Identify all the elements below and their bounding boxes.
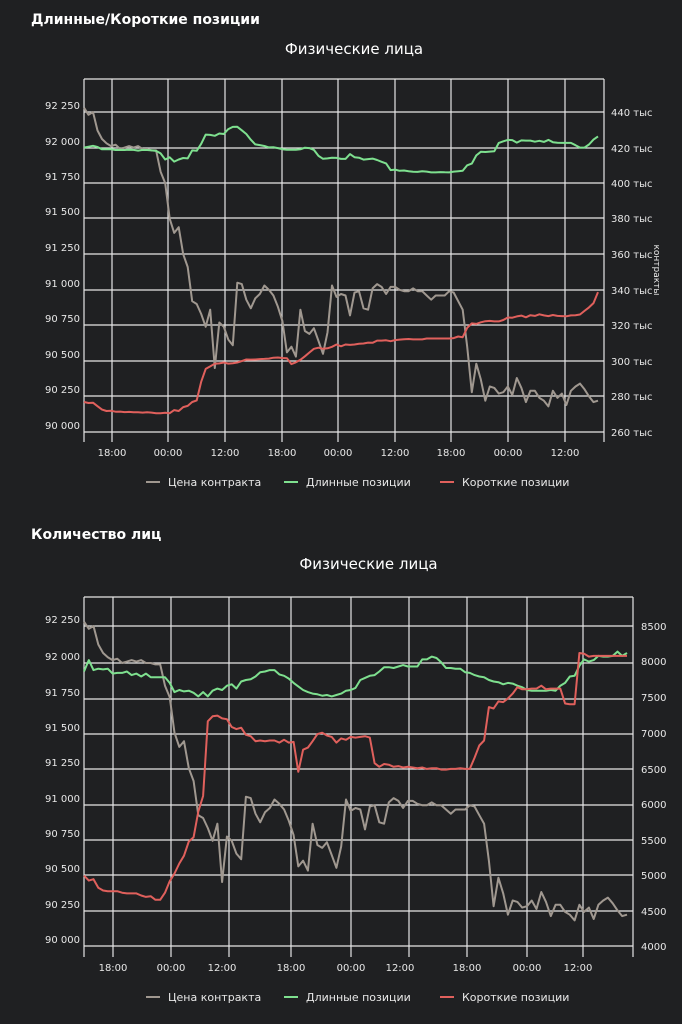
x-tick-label: 12:00 (211, 448, 240, 459)
y-left-tick-label: 91 250 (45, 243, 80, 254)
x-tick-label: 12:00 (551, 448, 580, 459)
y-left-tick-label: 90 250 (45, 385, 80, 396)
y-right-tick-label: 280 тыс (611, 392, 652, 403)
x-tick-label: 00:00 (494, 448, 523, 459)
legend-label: Длинные позиции (306, 991, 411, 1004)
y-left-tick-label: 91 750 (45, 688, 80, 699)
y-left-tick-label: 90 000 (45, 421, 80, 432)
x-tick-label: 12:00 (564, 963, 593, 974)
legend-item[interactable]: Длинные позиции (284, 991, 411, 1004)
y-left-tick-label: 90 000 (45, 935, 80, 946)
x-tick-label: 00:00 (154, 448, 183, 459)
grid (83, 78, 605, 442)
legend-item[interactable]: Цена контракта (146, 991, 261, 1004)
y-right-tick-label: 340 тыс (611, 286, 652, 297)
y-left-tick-label: 90 750 (45, 314, 80, 325)
y-right-tick-label: 6500 (641, 765, 666, 776)
y-left-tick-label: 91 500 (45, 207, 80, 218)
series-price-line (83, 107, 599, 408)
chart-long-short-positions: Физические лица 90 000 90 250 90 500 90 750 9… (45, 40, 661, 489)
y-left-tick-label: 91 750 (45, 172, 80, 183)
y-right-tick-label: 4500 (641, 907, 666, 918)
legend-item[interactable]: Длинные позиции (284, 476, 411, 489)
x-tick-label: 00:00 (513, 963, 542, 974)
section-title-long-short: Длинные/Короткие позиции (31, 12, 260, 28)
series-short-line (83, 291, 599, 415)
section-title-people-count: Количество лиц (31, 527, 162, 543)
y-right-tick-label: 5000 (641, 871, 666, 882)
y-left-tick-label: 92 000 (45, 137, 80, 148)
y-right-tick-label: 5500 (641, 836, 666, 847)
y-right-tick-label: 7500 (641, 693, 666, 704)
x-tick-label: 18:00 (99, 963, 128, 974)
y-right-tick-label: 400 тыс (611, 179, 652, 190)
y-left-tick-label: 90 500 (45, 864, 80, 875)
x-tick-label: 18:00 (453, 963, 482, 974)
x-tick-label: 00:00 (324, 448, 353, 459)
chart-title: Физические лица (299, 555, 437, 573)
y-right-axis-title: контракты (651, 244, 661, 295)
legend-label: Короткие позиции (462, 991, 569, 1004)
x-tick-label: 00:00 (337, 963, 366, 974)
y-right-tick-label: 320 тыс (611, 321, 652, 332)
y-left-tick-label: 92 250 (45, 101, 80, 112)
x-tick-label: 18:00 (437, 448, 466, 459)
x-tick-label: 12:00 (208, 963, 237, 974)
legend-label: Цена контракта (168, 991, 261, 1004)
x-tick-label: 18:00 (268, 448, 297, 459)
y-right-tick-label: 300 тыс (611, 357, 652, 368)
y-right-tick-label: 4000 (641, 942, 666, 953)
y-left-tick-label: 91 500 (45, 723, 80, 734)
series-price-line (83, 621, 628, 922)
y-left-tick-label: 90 500 (45, 350, 80, 361)
y-right-tick-label: 7000 (641, 729, 666, 740)
grid (83, 596, 634, 957)
y-right-tick-label: 360 тыс (611, 250, 652, 261)
y-left-tick-label: 91 000 (45, 794, 80, 805)
legend-item[interactable]: Короткие позиции (440, 476, 569, 489)
series-long-line (83, 650, 628, 698)
legend-item[interactable]: Короткие позиции (440, 991, 569, 1004)
y-left-tick-label: 92 250 (45, 615, 80, 626)
series-long-line (83, 125, 599, 174)
legend-item[interactable]: Цена контракта (146, 476, 261, 489)
x-tick-label: 18:00 (277, 963, 306, 974)
y-left-tick-label: 90 750 (45, 829, 80, 840)
legend-label: Короткие позиции (462, 476, 569, 489)
legend-label: Длинные позиции (306, 476, 411, 489)
y-right-tick-label: 8500 (641, 622, 666, 633)
x-tick-label: 18:00 (98, 448, 127, 459)
legend-label: Цена контракта (168, 476, 261, 489)
y-right-tick-label: 380 тыс (611, 214, 652, 225)
y-left-tick-label: 92 000 (45, 652, 80, 663)
y-right-tick-label: 440 тыс (611, 108, 652, 119)
y-left-tick-label: 91 250 (45, 758, 80, 769)
x-tick-label: 00:00 (157, 963, 186, 974)
y-right-tick-label: 260 тыс (611, 428, 652, 439)
series-short-line (83, 652, 627, 901)
y-left-tick-label: 90 250 (45, 900, 80, 911)
x-tick-label: 12:00 (381, 448, 410, 459)
y-right-tick-label: 6000 (641, 800, 666, 811)
chart-people-count: Физические лица 90 000 90 250 90 500 90 750 9… (45, 555, 666, 1004)
x-tick-label: 12:00 (386, 963, 415, 974)
chart-title: Физические лица (285, 40, 423, 58)
y-left-tick-label: 91 000 (45, 279, 80, 290)
y-right-tick-label: 420 тыс (611, 144, 652, 155)
y-right-tick-label: 8000 (641, 657, 666, 668)
